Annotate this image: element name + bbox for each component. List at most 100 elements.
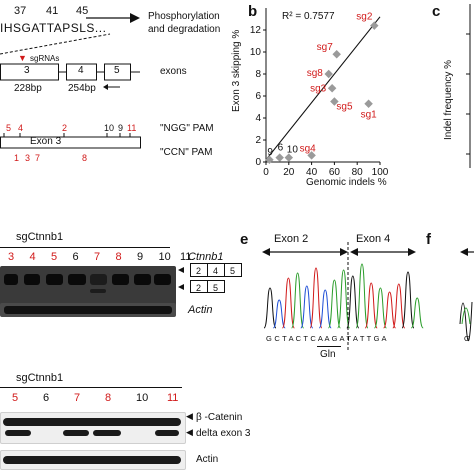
actin-gel — [0, 303, 176, 317]
chromatogram-peak — [272, 299, 286, 329]
actin-band — [4, 306, 172, 314]
bp-228-label: 228bp — [14, 83, 42, 94]
chromatogram-peak — [401, 271, 415, 329]
point-label: 10 — [287, 145, 299, 156]
ctnnb1-gel — [0, 266, 176, 308]
gel-band — [154, 274, 171, 285]
short-exon-2: 2 — [196, 283, 202, 293]
lane-number: 5 — [51, 251, 58, 263]
gel-band — [46, 274, 63, 285]
lane-number: 7 — [74, 392, 81, 404]
gel-band — [68, 274, 86, 285]
dashed-zoom-lines — [0, 33, 111, 55]
exon4-label: Exon 4 — [356, 233, 391, 245]
x-tick-label: 100 — [372, 167, 389, 178]
gel-band — [24, 274, 40, 285]
scatter-chart: 0 2 4 6 8 10 12 0 20 40 60 80 100 sg2 sg7 sg8 sg3 sg5 sg1 s… — [250, 8, 389, 178]
gln-codon-underline — [317, 346, 341, 347]
gel-band — [112, 274, 129, 285]
chromatogram-peak — [281, 277, 295, 329]
ngg-pam-number-2: 2 — [62, 123, 68, 133]
full-exon-4: 4 — [213, 266, 219, 276]
point-label: sg5 — [336, 102, 353, 113]
y-tick-label: 4 — [255, 113, 261, 124]
panel-f-base-fragment: G — [464, 334, 470, 343]
lane-number: 3 — [8, 251, 15, 263]
delta-exon3-band — [155, 430, 179, 436]
lane-number: 7 — [94, 251, 101, 263]
full-exon-5: 5 — [230, 266, 236, 276]
catenin-arrow-icon: ◀ — [186, 411, 193, 421]
junction-dashed-line — [347, 242, 349, 350]
y-tick-label: 12 — [250, 25, 262, 36]
point-label: sg8 — [307, 68, 324, 79]
x-tick-label: 80 — [352, 167, 364, 178]
panel-e-letter: e — [240, 231, 249, 248]
chromatogram-peak — [383, 291, 397, 329]
panel-b-letter: b — [248, 3, 258, 20]
delta-exon3-band — [5, 430, 31, 436]
x-tick-label: 40 — [306, 167, 318, 178]
exon2-label: Exon 2 — [274, 233, 309, 245]
gel-band-short — [90, 289, 106, 293]
gel-title-underline — [0, 247, 170, 248]
exon-4-number: 4 — [78, 65, 84, 76]
trendline — [265, 16, 381, 161]
y-tick-label: 0 — [255, 157, 261, 168]
chromatogram-peak — [346, 275, 360, 329]
delta-arrow-icon: ◀ — [186, 427, 193, 437]
chromatogram-peak — [355, 263, 369, 329]
lane-number: 10 — [136, 392, 149, 404]
panel-f-chromatogram-fragment — [459, 301, 473, 341]
actin-label-western: Actin — [196, 454, 219, 465]
data-point — [332, 49, 341, 59]
lane-number: 9 — [137, 251, 144, 263]
y-tick-label: 2 — [255, 135, 261, 146]
lane-number: 6 — [72, 251, 79, 263]
data-point — [364, 99, 373, 108]
ccn-pam-number-8: 8 — [82, 153, 88, 163]
chromatogram-peak — [364, 282, 378, 329]
actin-blot-band — [3, 456, 181, 464]
point-label: sg4 — [300, 143, 317, 154]
lane-number: 6 — [43, 392, 50, 404]
western-title-underline — [0, 387, 182, 388]
exon-schematic — [0, 63, 140, 90]
x-tick-label: 0 — [263, 167, 269, 178]
chromatogram-peak — [291, 272, 305, 329]
catenin-band — [3, 418, 181, 426]
data-point — [275, 153, 284, 162]
chromatogram-peak — [263, 287, 277, 329]
y-tick-label: 6 — [255, 91, 261, 102]
ccn-pam-number-3: 3 — [25, 153, 31, 163]
y-tick-label: 10 — [250, 47, 262, 58]
full-exon-2: 2 — [196, 266, 202, 276]
residue-number-45: 45 — [76, 5, 89, 17]
chromatogram-peak — [300, 285, 314, 329]
catenin-label: β -Catenin — [196, 412, 243, 423]
lane-number: 11 — [167, 392, 179, 404]
lane-number: 10 — [158, 251, 171, 263]
r-squared-annotation: R² = 0.7577 — [282, 11, 335, 22]
delta-exon3-band — [63, 430, 89, 436]
lane-number: 8 — [105, 392, 112, 404]
western-title: sgCtnnb1 — [16, 372, 64, 384]
chromatogram-peak — [327, 279, 341, 329]
y-tick-label: 8 — [255, 69, 261, 80]
chart-ylabel: Exon 3 skipping % — [231, 29, 242, 112]
data-point — [324, 69, 333, 79]
chart-xlabel: Genomic indels % — [306, 177, 387, 188]
x-tick-label: 60 — [329, 167, 341, 178]
chromatogram-bases: G C T A C T C A A G A T A T T G A — [266, 334, 387, 343]
chromatogram-peak — [373, 287, 387, 329]
residue-number-41: 41 — [46, 5, 59, 17]
sgrna-marker-icon: ▼ — [18, 53, 27, 63]
panel-c-letter: c — [432, 3, 441, 20]
gel-title: sgCtnnb1 — [16, 231, 64, 243]
chromatogram-peak — [318, 289, 332, 329]
chromatogram-peak — [309, 267, 323, 329]
ccn-pam-number-1: 1 — [14, 153, 20, 163]
panel-c-axis — [466, 4, 471, 168]
exon3-label: Exon 3 — [30, 136, 62, 147]
degradation-text: and degradation — [148, 24, 221, 35]
